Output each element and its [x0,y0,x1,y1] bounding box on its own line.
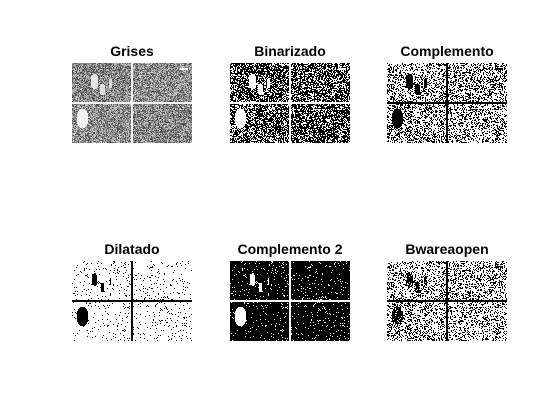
binary-image [230,63,350,143]
subplot-dilatado: Dilatado [72,241,192,341]
subplot-title: Complemento 2 [237,241,343,257]
bwareaopen-image [387,261,507,341]
complement-2-image [230,261,350,341]
grayscale-image [72,63,192,143]
subplot-complemento: Complemento [387,43,507,143]
subplot-binarizado: Binarizado [230,43,350,143]
subplot-grises: Grises [72,43,192,143]
subplot-title: Dilatado [104,241,160,257]
dilated-image [72,261,192,341]
subplot-title: Bwareaopen [405,241,489,257]
subplot-complemento-2: Complemento 2 [230,241,350,341]
subplot-title: Complemento [400,43,494,59]
subplot-title: Binarizado [254,43,326,59]
subplot-bwareaopen: Bwareaopen [387,241,507,341]
subplot-title: Grises [110,43,154,59]
complement-image [387,63,507,143]
